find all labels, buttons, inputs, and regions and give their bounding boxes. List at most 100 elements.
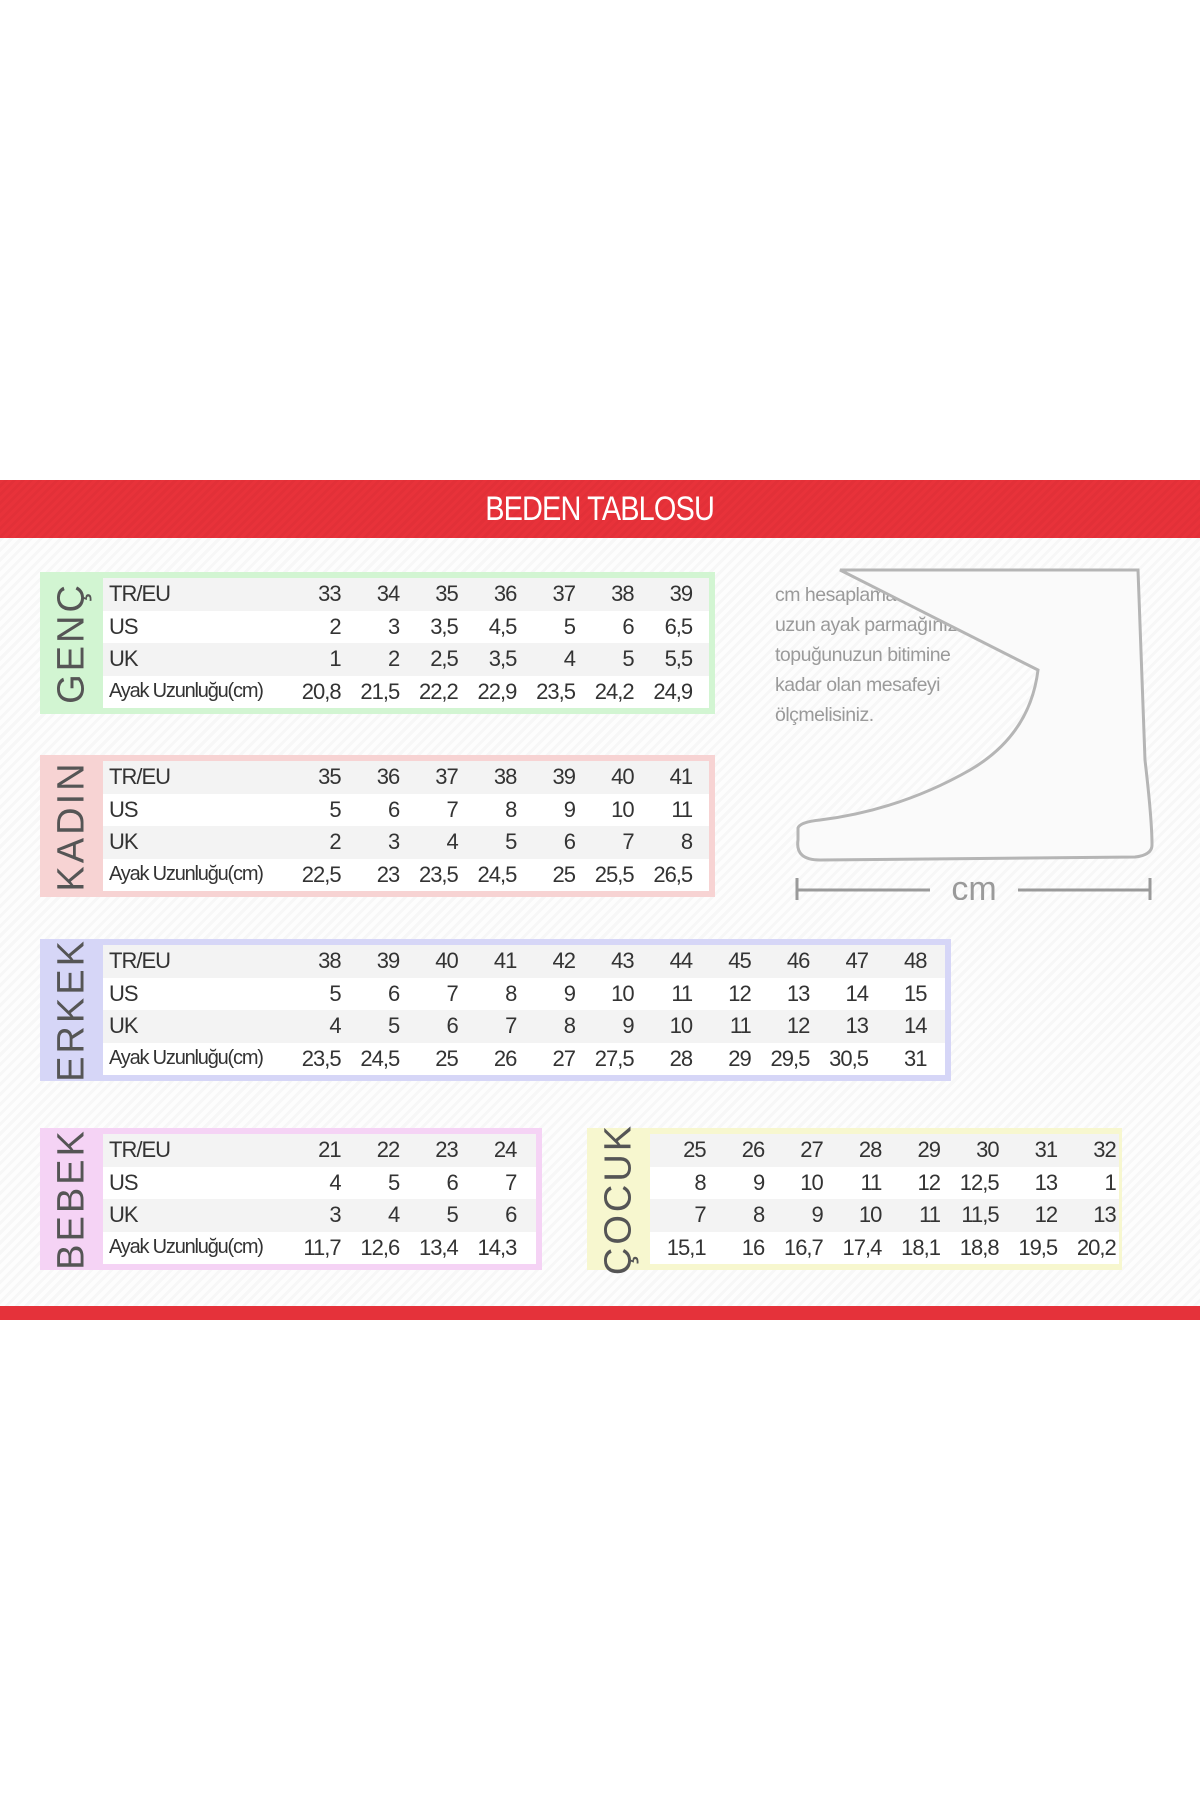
size-cell: 29,5: [770, 1045, 811, 1071]
size-cell: 27: [800, 1137, 823, 1163]
table-row: US 2 3 3,5 4,5 5 6 6,5: [103, 610, 709, 643]
table-row: UK 2 3 4 5 6 7 8: [103, 826, 709, 859]
table-row: Ayak Uzunluğu(cm) 20,8 21,5 22,2 22,9 23,5 24,…: [103, 675, 709, 708]
size-cell: 21,5: [360, 678, 400, 704]
table-row: Ayak Uzunluğu(cm) 22,5 23 23,5 24,5 25 25,5 26,…: [103, 858, 709, 891]
size-cell: 1: [1104, 1169, 1117, 1195]
size-cell: 3,5: [430, 613, 459, 639]
size-cell: 39: [669, 581, 693, 607]
size-cell: 29: [728, 1045, 751, 1071]
size-cell: 8: [505, 796, 517, 822]
size-cell: 27: [552, 1045, 575, 1071]
size-cell: 24,5: [360, 1045, 400, 1071]
size-cell: 6: [446, 1013, 459, 1039]
note-line: ölçmelisiniz.: [775, 704, 874, 726]
size-cell: 13: [845, 1013, 868, 1039]
size-cell: 40: [611, 764, 634, 790]
size-cell: 20,8: [301, 678, 342, 704]
size-cell: 22,9: [477, 678, 518, 704]
size-cell: 29: [917, 1137, 940, 1163]
size-cell: 16: [741, 1234, 765, 1260]
size-cell: 8: [563, 1013, 576, 1039]
size-cell: 2: [329, 613, 341, 639]
size-cell: 7: [446, 980, 459, 1006]
size-cell: 12,5: [959, 1169, 1000, 1195]
size-cell: 24,5: [477, 861, 518, 887]
category-label-text: BEBEK: [50, 1128, 92, 1270]
ruler-label: cm: [951, 870, 996, 900]
size-cell: 14: [904, 1013, 927, 1039]
table-row: UK 1 2 2,5 3,5 4 5 5,5: [103, 643, 709, 676]
size-cell: 10: [669, 1013, 693, 1039]
size-table-genc: GENÇ TR/EU 33 34 35 36 37 38 39 US 2 3 3,5 4,5 5 6 6,5 UK…: [40, 572, 715, 714]
row-label: TR/EU: [109, 948, 171, 974]
size-cell: 5: [329, 980, 341, 1006]
size-cell: 13: [786, 980, 810, 1006]
row-label: US: [109, 613, 139, 639]
size-cell: 2,5: [430, 646, 459, 672]
size-cell: 4: [387, 1202, 400, 1228]
size-cell: 7: [505, 1013, 517, 1039]
header-bar: BEDEN TABLOSU: [0, 480, 1200, 538]
category-label: GENÇ: [40, 578, 103, 708]
size-cell: 25,5: [594, 861, 635, 887]
size-cell: 4: [563, 646, 576, 672]
size-cell: 11: [671, 796, 693, 822]
size-cell: 30,5: [829, 1045, 869, 1071]
table-row: Ayak Uzunluğu(cm) 11,7 12,6 13,4 14,3: [103, 1231, 536, 1264]
row-label: Ayak Uzunluğu(cm): [109, 1236, 264, 1259]
size-cell: 23: [376, 861, 400, 887]
size-cell: 13: [1034, 1169, 1058, 1195]
table-row: UK 3 4 5 6: [103, 1199, 536, 1232]
size-cell: 38: [493, 764, 517, 790]
size-cell: 26: [493, 1045, 517, 1071]
size-cell: 4: [446, 829, 459, 855]
size-cell: 12: [728, 980, 751, 1006]
size-cell: 31: [904, 1045, 927, 1071]
size-cell: 25: [435, 1045, 458, 1071]
size-cell: 10: [800, 1169, 823, 1195]
foot-outline-icon: [796, 568, 1154, 862]
size-cell: 5: [387, 1169, 400, 1195]
row-label: UK: [109, 646, 139, 672]
category-label: KADIN: [40, 760, 103, 891]
table-row: US 5 6 7 8 9 10 11: [103, 793, 709, 826]
size-cell: 39: [552, 764, 575, 790]
size-cell: 18,1: [901, 1234, 941, 1260]
table-row: 8 9 10 11 12 12,5 13 1: [650, 1166, 1119, 1199]
table-row: TR/EU 35 36 37 38 39 40 41: [103, 761, 709, 794]
size-cell: 41: [669, 764, 693, 790]
row-label: US: [109, 1169, 139, 1195]
size-cell: 8: [505, 980, 517, 1006]
size-cell: 2: [387, 646, 400, 672]
size-cell: 6: [563, 829, 576, 855]
size-cell: 6: [387, 796, 400, 822]
size-cell: 38: [611, 581, 634, 607]
table-row: TR/EU 38 39 40 41 42 43 44 45 46 47 48: [103, 945, 945, 978]
category-label-text: ERKEK: [50, 938, 92, 1082]
size-cell: 42: [552, 948, 575, 974]
size-cell: 23: [435, 1137, 458, 1163]
size-cell: 5: [329, 796, 341, 822]
category-label: BEBEK: [40, 1128, 103, 1270]
row-label: Ayak Uzunluğu(cm): [109, 680, 264, 703]
row-label: TR/EU: [109, 764, 171, 790]
size-cell: 3: [387, 613, 400, 639]
size-cell: 27,5: [594, 1045, 635, 1071]
size-cell: 16,7: [783, 1234, 824, 1260]
table-row: US 4 5 6 7: [103, 1166, 536, 1199]
size-cell: 21: [318, 1137, 341, 1163]
size-cell: 25: [552, 861, 575, 887]
size-cell: 9: [563, 796, 576, 822]
size-cell: 23,5: [418, 861, 459, 887]
table-row: TR/EU 21 22 23 24: [103, 1134, 536, 1167]
foot-diagram: cm: [795, 568, 1154, 900]
size-cell: 6: [387, 980, 400, 1006]
size-cell: 30: [976, 1137, 999, 1163]
size-cell: 41: [493, 948, 517, 974]
size-cell: 33: [318, 581, 341, 607]
size-cell: 8: [680, 829, 693, 855]
size-table-bebek: BEBEK TR/EU 21 22 23 24 US 4 5 6 7 UK 3 4 5 6 Ayak Uzunl…: [40, 1128, 542, 1270]
size-cell: 10: [858, 1202, 882, 1228]
size-cell: 38: [318, 948, 341, 974]
